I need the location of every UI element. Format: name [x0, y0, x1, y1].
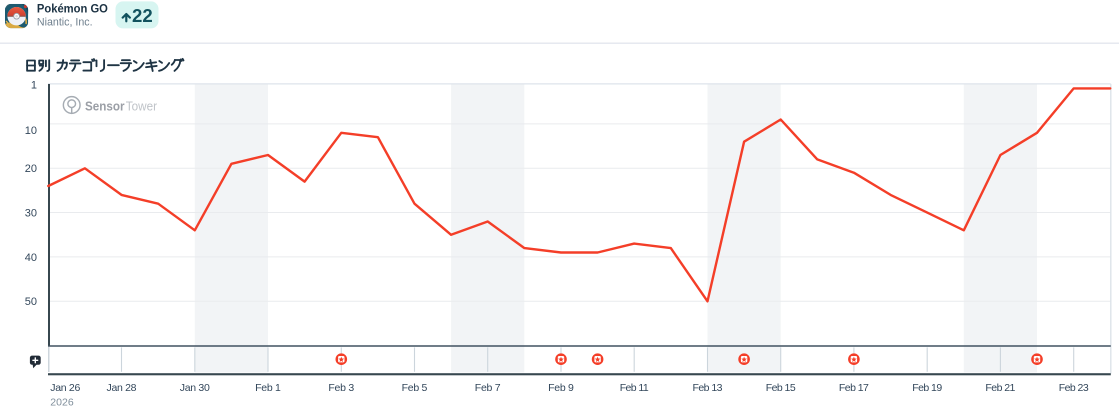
svg-text:20: 20	[25, 163, 37, 175]
svg-text:Feb 7: Feb 7	[475, 382, 501, 394]
svg-text:Tower: Tower	[126, 98, 158, 113]
svg-text:Jan 30: Jan 30	[180, 382, 210, 394]
svg-text:2026: 2026	[50, 396, 74, 408]
svg-text:30: 30	[25, 208, 37, 220]
svg-text:Feb 9: Feb 9	[548, 382, 574, 394]
svg-text:Feb 15: Feb 15	[766, 382, 796, 394]
svg-text:Feb 17: Feb 17	[839, 382, 869, 394]
svg-text:Feb 19: Feb 19	[912, 382, 942, 394]
svg-text:1: 1	[31, 80, 37, 92]
svg-text:Feb 11: Feb 11	[620, 382, 649, 394]
svg-text:Jan 28: Jan 28	[107, 382, 137, 394]
svg-text:Sensor: Sensor	[85, 98, 125, 113]
svg-text:Jan 26: Jan 26	[50, 382, 80, 394]
svg-text:Feb 21: Feb 21	[985, 382, 1015, 394]
svg-text:22: 22	[132, 5, 153, 26]
svg-text:50: 50	[25, 296, 37, 308]
svg-text:10: 10	[25, 125, 37, 137]
svg-text:Feb 3: Feb 3	[328, 382, 354, 394]
svg-text:Pokémon GO: Pokémon GO	[37, 4, 108, 16]
svg-text:Feb 13: Feb 13	[693, 382, 723, 394]
svg-text:Feb 5: Feb 5	[402, 382, 428, 394]
svg-text:Feb 1: Feb 1	[255, 382, 281, 394]
svg-text:Feb 23: Feb 23	[1059, 382, 1089, 394]
svg-text:40: 40	[25, 252, 37, 264]
svg-text:Niantic, Inc.: Niantic, Inc.	[37, 17, 93, 29]
